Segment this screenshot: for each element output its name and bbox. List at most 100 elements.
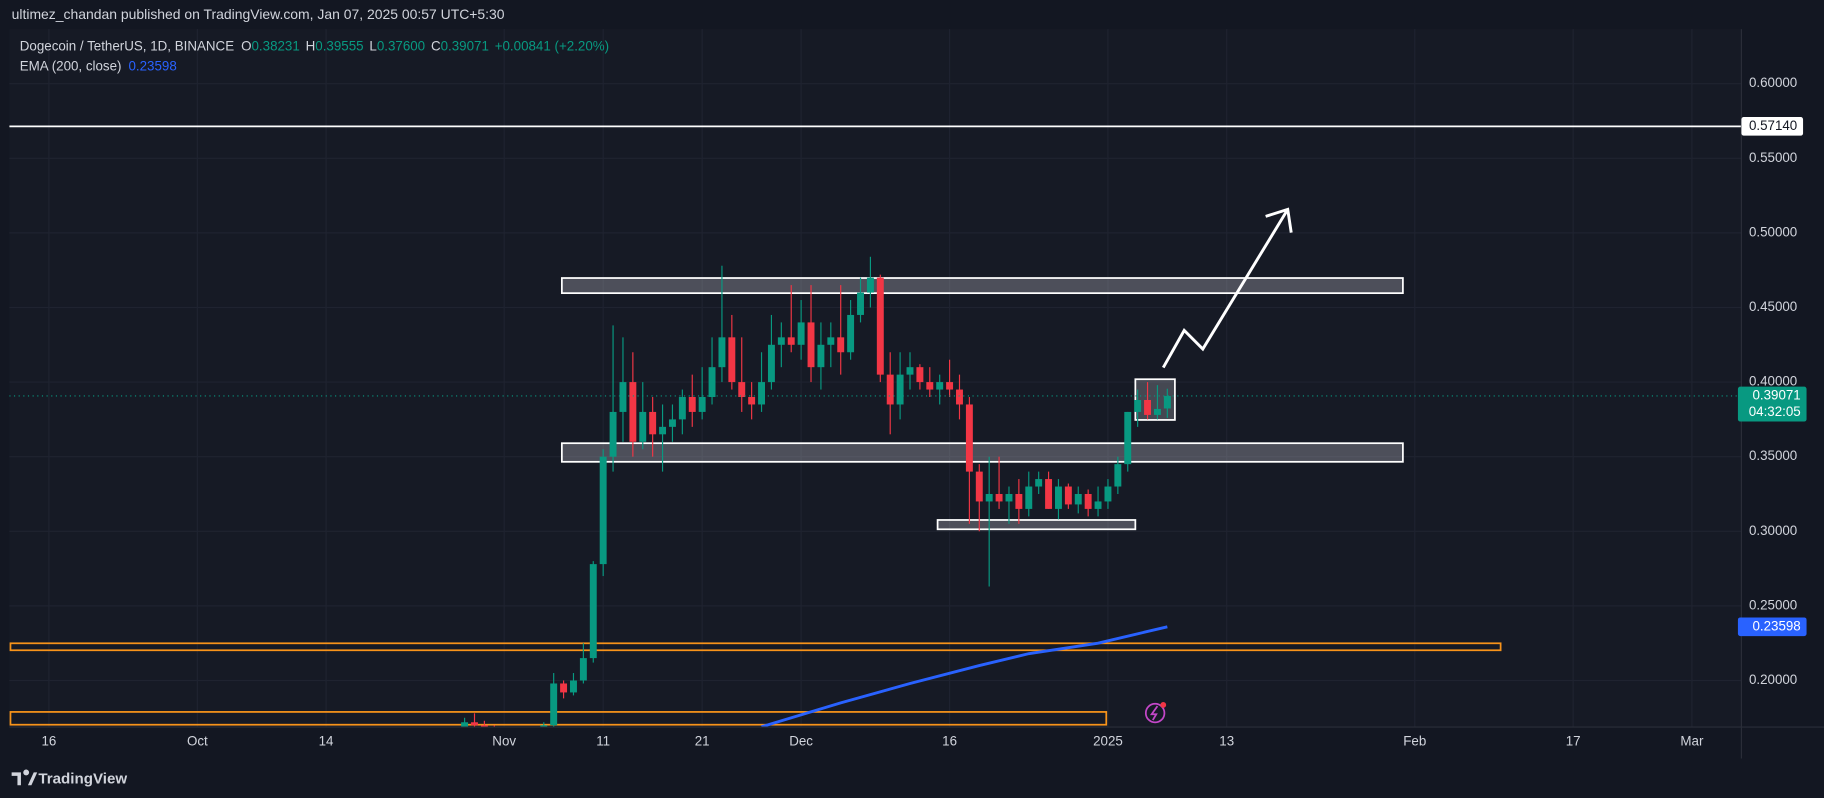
x-tick-label: Oct xyxy=(187,734,208,749)
candle-body xyxy=(659,426,667,435)
last-price-badge xyxy=(1737,386,1807,422)
legend: Dogecoin / TetherUS, 1D, BINANCE O0.38231… xyxy=(20,38,609,73)
candle-body xyxy=(1134,399,1142,412)
x-tick-label: Feb xyxy=(1403,734,1426,749)
ema-badge xyxy=(1737,617,1807,637)
candle-body xyxy=(936,382,944,390)
candle-body xyxy=(639,411,647,442)
y-tick-label: 0.55000 xyxy=(1749,150,1797,165)
series-layer xyxy=(9,125,1742,728)
candle-body xyxy=(1153,408,1161,415)
candle-body xyxy=(471,722,478,726)
y-tick-label: 0.40000 xyxy=(1749,374,1797,389)
candle-body xyxy=(837,337,845,353)
ema-line xyxy=(761,625,1168,728)
candle-body xyxy=(550,683,558,726)
x-tick-label: 14 xyxy=(319,734,334,749)
x-tick-label: 16 xyxy=(41,734,56,749)
candle-body xyxy=(619,382,627,412)
base-zone xyxy=(936,519,1137,531)
candle-body xyxy=(540,725,548,728)
y-tick-label: 0.45000 xyxy=(1749,299,1797,314)
legend-key: H xyxy=(306,38,316,53)
candle-body xyxy=(995,493,1003,502)
candle-body xyxy=(787,337,795,345)
x-tick-label: 17 xyxy=(1566,734,1581,749)
candle-body xyxy=(748,397,756,405)
candle-body xyxy=(668,419,676,427)
candle-body xyxy=(599,456,607,565)
candle-body xyxy=(1124,411,1132,465)
candle-body xyxy=(1144,399,1152,415)
candle-body xyxy=(589,564,597,659)
candle-body xyxy=(946,382,954,390)
x-tick-label: 2025 xyxy=(1093,734,1123,749)
candle-body xyxy=(1114,464,1122,487)
candle-body xyxy=(649,411,657,435)
legend-key: O xyxy=(241,38,251,53)
candle-body xyxy=(1163,395,1171,409)
candle-body xyxy=(926,382,934,390)
candle-body xyxy=(807,322,815,368)
symbol-title: Dogecoin / TetherUS, 1D, BINANCE xyxy=(20,38,234,53)
candle-body xyxy=(1094,501,1102,509)
candle-body xyxy=(1104,486,1112,502)
candle-body xyxy=(1064,486,1072,505)
candle-body xyxy=(579,658,587,681)
axes: 0.20000 0.25000 0.30000 0.35000 0.40000 0.450… xyxy=(9,29,1824,759)
y-tick-label: 0.60000 xyxy=(1749,75,1797,90)
candle-body xyxy=(985,493,993,502)
legend-value: 0.39071 xyxy=(441,38,489,53)
legend-value: 0.38231 xyxy=(252,38,300,53)
candle-body xyxy=(817,344,825,368)
candle-body xyxy=(708,367,716,398)
x-tick-label: 21 xyxy=(695,734,710,749)
candle-body xyxy=(609,411,617,457)
candle-body xyxy=(1074,493,1082,505)
candle-body xyxy=(797,322,805,345)
candle-body xyxy=(847,314,855,353)
candle-body xyxy=(1084,493,1092,509)
candle-body xyxy=(916,367,924,383)
legend-line: EMA (200, close) 0.23598 xyxy=(20,58,177,73)
candle-body xyxy=(738,382,746,398)
plot-area xyxy=(9,29,1742,728)
alert-icon xyxy=(1144,702,1167,724)
legend-value: 0.37600 xyxy=(377,38,425,53)
candle-body xyxy=(906,367,914,375)
candle-body xyxy=(777,337,785,345)
candle-body xyxy=(975,471,983,502)
candle-body xyxy=(896,374,904,405)
brand-logo xyxy=(11,769,38,786)
candle-body xyxy=(956,389,963,405)
brand-name: TradingView xyxy=(38,770,127,787)
candle-body xyxy=(570,680,577,693)
candle-body xyxy=(688,397,696,412)
x-tick-label: 13 xyxy=(1219,734,1234,749)
candle-body xyxy=(698,397,706,412)
legend-change: +0.00841 (+2.20%) xyxy=(495,38,609,53)
candle-body xyxy=(827,337,835,345)
support-zone xyxy=(9,711,1108,726)
publish-info: ultimez_chandan published on TradingView… xyxy=(12,6,505,22)
projection-arrow xyxy=(1161,207,1293,369)
x-tick-label: 11 xyxy=(596,734,610,749)
level-label: 0.57140 xyxy=(1749,118,1797,133)
x-tick-label: Mar xyxy=(1680,734,1704,749)
candle-body xyxy=(758,382,765,405)
candle-body xyxy=(461,722,469,728)
candle-body xyxy=(629,382,637,442)
candle-body xyxy=(560,683,568,693)
candle-body xyxy=(678,397,686,420)
candle-body xyxy=(886,374,894,405)
candle-body xyxy=(876,277,884,375)
support-zone xyxy=(9,642,1502,652)
x-tick-label: Nov xyxy=(492,734,516,749)
ema-badge-label: 0.23598 xyxy=(1752,618,1800,633)
y-tick-label: 0.35000 xyxy=(1749,448,1797,463)
candle-body xyxy=(1025,486,1033,509)
support-zone xyxy=(560,442,1404,463)
candle-body xyxy=(1045,479,1053,509)
resistance-zone xyxy=(560,277,1404,295)
